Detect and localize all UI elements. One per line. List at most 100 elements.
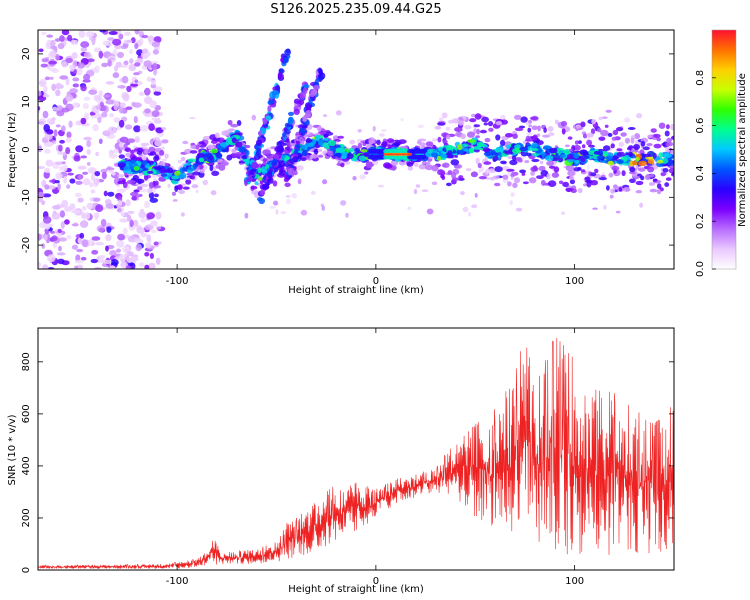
heatmap-cell — [73, 155, 81, 162]
heatmap-cell — [183, 177, 191, 181]
heatmap-cell — [642, 153, 652, 158]
heatmap-cell — [192, 171, 201, 176]
heatmap-cell — [317, 125, 322, 133]
heatmap-cell — [287, 117, 294, 125]
heatmap-cell — [101, 171, 107, 180]
heatmap-cell — [107, 191, 115, 197]
heatmap-cell — [251, 114, 256, 121]
heatmap-cell — [526, 143, 532, 147]
heatmap-cell — [548, 147, 558, 154]
heatmap-cell — [129, 49, 133, 54]
heatmap-cell — [134, 62, 141, 67]
heatmap-cell — [90, 189, 96, 194]
heatmap-cell — [93, 95, 99, 102]
heatmap-cell — [467, 131, 475, 138]
heatmap-cell — [80, 155, 87, 159]
heatmap-cell — [505, 133, 513, 138]
heatmap-cell — [140, 232, 148, 238]
heatmap-cell — [376, 139, 381, 145]
heatmap-cell — [571, 145, 576, 152]
heatmap-cell — [573, 144, 581, 151]
snr-x-ticks: -100 0 100 — [166, 328, 584, 587]
heatmap-cell — [509, 159, 518, 166]
heatmap-cell — [665, 146, 671, 154]
heatmap-cell — [581, 144, 586, 149]
heatmap-cell — [59, 139, 65, 144]
heatmap-cell — [66, 184, 71, 189]
heatmap-cell — [644, 174, 651, 181]
heatmap-cell — [82, 103, 89, 110]
heatmap-cell — [458, 175, 464, 180]
heatmap-cell — [608, 172, 614, 178]
heatmap-cell — [140, 218, 147, 223]
heatmap-cell — [310, 190, 316, 195]
heatmap-cell — [247, 175, 253, 182]
heatmap-cell — [154, 185, 162, 189]
heatmap-cell — [502, 174, 509, 180]
heatmap-cell — [546, 160, 554, 166]
heatmap-cell — [517, 159, 523, 163]
heatmap-cell — [42, 193, 52, 198]
heatmap-cell — [42, 110, 49, 119]
heatmap-cell — [487, 168, 497, 174]
heatmap-cell — [63, 176, 68, 184]
heatmap-cell — [123, 144, 128, 148]
heatmap-cell — [569, 175, 575, 180]
heatmap-cell — [611, 165, 620, 171]
heatmap-cell — [526, 152, 532, 157]
heatmap-cell — [474, 193, 478, 198]
heatmap-cell — [594, 168, 598, 173]
heatmap-cell — [469, 118, 477, 123]
heatmap-cell — [598, 177, 607, 181]
heatmap-cell — [603, 145, 611, 151]
heatmap-cell — [51, 83, 57, 92]
heatmap-cell — [600, 129, 609, 137]
heatmap-cell — [604, 124, 609, 128]
heatmap-cell — [100, 168, 108, 174]
heatmap-cell — [48, 67, 58, 72]
heatmap-cell — [635, 180, 644, 186]
heatmap-cell — [117, 233, 126, 241]
heatmap-cell — [266, 170, 273, 178]
heatmap-cell — [621, 170, 626, 177]
heatmap-cell — [62, 164, 68, 172]
heatmap-cell — [198, 157, 205, 163]
heatmap-cell — [425, 141, 434, 147]
heatmap-cell — [161, 158, 167, 162]
heatmap-cell — [139, 38, 144, 46]
heatmap-cell — [588, 144, 595, 148]
heatmap-cell — [140, 142, 150, 146]
heatmap-cell — [414, 162, 419, 168]
heatmap-cell — [337, 148, 346, 154]
heatmap-cell — [85, 211, 91, 220]
heatmap-cell — [612, 129, 619, 136]
heatmap-cell — [65, 137, 72, 143]
heatmap-cell — [358, 155, 367, 162]
heatmap-cell — [43, 124, 50, 132]
heatmap-cell — [153, 193, 159, 198]
heatmap-cell — [147, 170, 154, 174]
heatmap-cell — [524, 138, 534, 142]
heatmap-cell — [89, 182, 94, 188]
spectrogram-x-ticks: -100 0 100 — [166, 30, 584, 287]
heatmap-cell — [105, 245, 109, 252]
heatmap-cell — [439, 117, 444, 121]
heatmap-cell — [531, 142, 538, 148]
heatmap-cell — [110, 259, 119, 266]
heatmap-cell — [65, 77, 70, 86]
heatmap-cell — [258, 177, 264, 181]
heatmap-cell — [529, 116, 539, 121]
heatmap-cell — [127, 214, 132, 222]
heatmap-cell — [495, 147, 504, 152]
heatmap-cell — [649, 188, 658, 193]
heatmap-cell — [299, 91, 306, 100]
heatmap-cell — [500, 139, 506, 147]
heatmap-cell — [41, 200, 46, 205]
heatmap-cell — [662, 168, 669, 173]
heatmap-cell — [500, 160, 507, 164]
heatmap-cell — [38, 233, 42, 241]
heatmap-cell — [522, 181, 529, 185]
heatmap-cell — [133, 72, 140, 76]
heatmap-cell — [620, 132, 627, 137]
heatmap-cell — [543, 145, 552, 150]
